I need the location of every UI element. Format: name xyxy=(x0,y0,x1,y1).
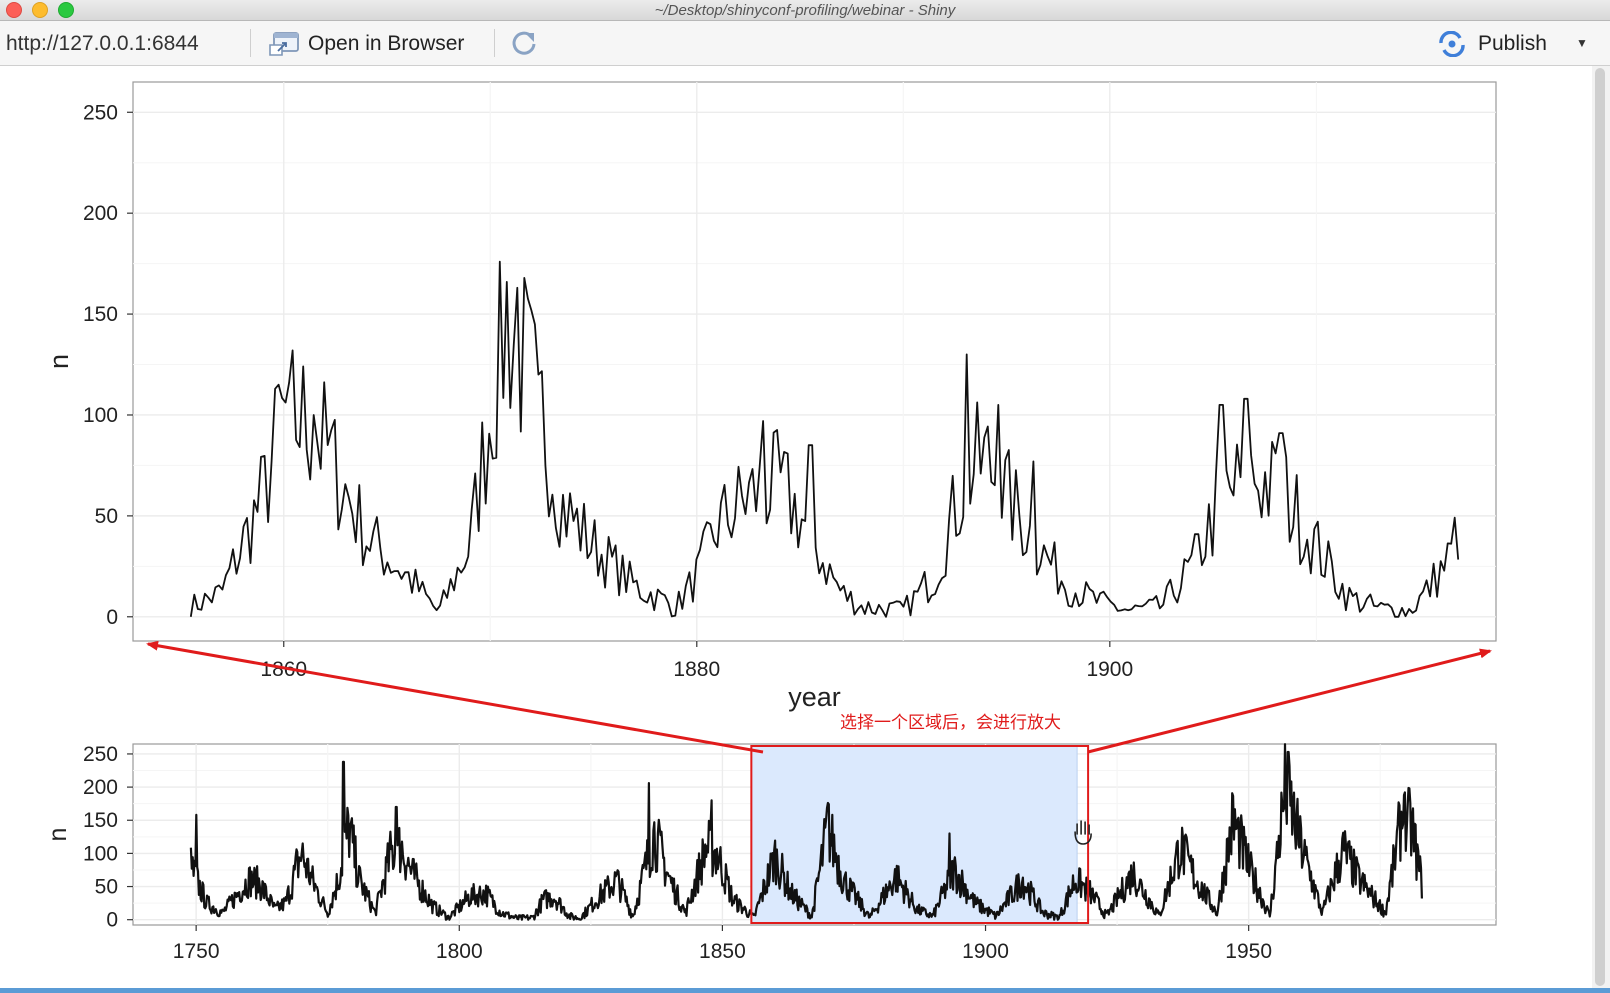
viewer-toolbar: http://127.0.0.1:6844 Open in Browser xyxy=(0,21,1610,66)
detail-plot[interactable]: 0 50 100 150 200 250 1860 1880 1900 year n xyxy=(44,81,1497,712)
toolbar-divider xyxy=(250,29,251,57)
minimize-window-button[interactable] xyxy=(32,2,48,18)
annotation-text: 选择一个区域后，会进行放大 xyxy=(840,713,1061,733)
x-tick-label: 1860 xyxy=(260,658,307,681)
y-tick-label: 150 xyxy=(83,303,118,326)
x-tick-label: 1900 xyxy=(1086,658,1133,681)
x-axis-title: year xyxy=(788,682,841,712)
plot-panel xyxy=(132,81,1497,642)
reload-button[interactable] xyxy=(508,27,540,59)
vertical-scrollbar[interactable] xyxy=(1592,66,1610,988)
plots-canvas: 0 50 100 150 200 250 1860 1880 1900 year n 0 50 100 1… xyxy=(44,81,1497,963)
x-tick-label: 1800 xyxy=(436,940,483,963)
y-tick-label: 50 xyxy=(95,876,118,899)
chevron-down-icon[interactable]: ▼ xyxy=(1576,36,1588,50)
reload-icon xyxy=(508,31,540,63)
y-tick-label: 50 xyxy=(95,505,118,528)
y-tick-label: 150 xyxy=(83,809,118,832)
overview-plot[interactable]: 0 50 100 150 200 250 1750 1800 1850 1900 1950 n xyxy=(44,743,1497,963)
publish-button[interactable]: Publish ▼ xyxy=(1436,27,1588,62)
x-tick-label: 1850 xyxy=(699,940,746,963)
bottom-edge-strip xyxy=(0,988,1610,993)
browser-icon xyxy=(268,31,300,62)
y-tick-label: 200 xyxy=(83,776,118,799)
x-tick-label: 1880 xyxy=(673,658,720,681)
y-axis-title: n xyxy=(44,354,74,369)
x-tick-label: 1750 xyxy=(173,940,220,963)
y-tick-label: 250 xyxy=(83,743,118,766)
open-in-browser-label: Open in Browser xyxy=(308,32,465,55)
hand-cursor-icon xyxy=(1074,820,1092,845)
window-title: ~/Desktop/shinyconf-profiling/webinar - … xyxy=(654,2,956,19)
y-tick-label: 200 xyxy=(83,202,118,225)
series-line xyxy=(189,743,1423,921)
selection-outline xyxy=(750,745,1090,924)
y-tick-label: 100 xyxy=(83,404,118,427)
y-axis-title: n xyxy=(44,828,72,842)
arrow-right xyxy=(1087,648,1492,754)
app-url[interactable]: http://127.0.0.1:6844 xyxy=(6,32,199,55)
y-tick-label: 250 xyxy=(83,101,118,124)
publish-label: Publish xyxy=(1478,32,1547,55)
scrollbar-thumb[interactable] xyxy=(1595,68,1605,986)
y-tick-label: 0 xyxy=(106,606,118,629)
close-window-button[interactable] xyxy=(6,2,22,18)
x-tick-label: 1950 xyxy=(1225,940,1272,963)
publish-icon xyxy=(1436,30,1468,62)
toolbar-divider xyxy=(494,29,495,57)
shiny-app-output: 0 50 100 150 200 250 1860 1880 1900 year n 0 50 100 1… xyxy=(0,66,1590,988)
y-tick-label: 100 xyxy=(83,842,118,865)
title-bar: ~/Desktop/shinyconf-profiling/webinar - … xyxy=(0,0,1610,21)
x-tick-label: 1900 xyxy=(962,940,1009,963)
series-line xyxy=(189,260,1460,618)
y-tick-label: 0 xyxy=(106,909,118,932)
hand-cursor-shape xyxy=(1074,820,1092,845)
arrow-left xyxy=(146,640,764,754)
maximize-window-button[interactable] xyxy=(58,2,74,18)
zoom-annotation: 选择一个区域后，会进行放大 xyxy=(146,640,1492,754)
